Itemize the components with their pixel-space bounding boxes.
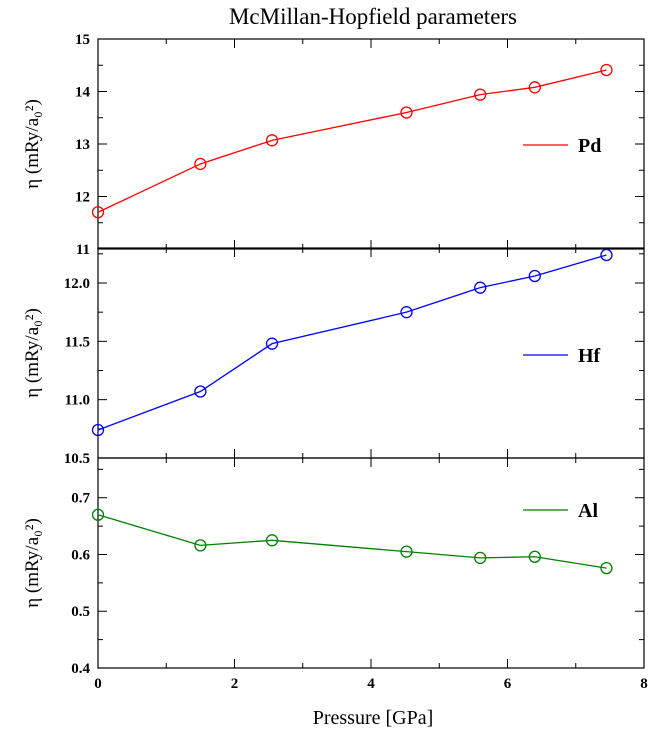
data-point — [194, 539, 207, 552]
panels: 11 12 13 14 15 η (mRy/a₀²) Pd 10.5 11.0 11.5 12.0 η… — [22, 32, 648, 692]
x-tick-label: 0 — [94, 676, 102, 692]
data-point — [194, 157, 207, 171]
chart-title: McMillan-Hopfield parameters — [229, 4, 517, 29]
x-axis-label: Pressure [GPa] — [313, 707, 434, 729]
data-point — [91, 508, 105, 521]
data-point — [600, 63, 613, 77]
y-tick-label: 14 — [75, 85, 91, 101]
plot-frame — [97, 247, 645, 459]
y-tick-label: 15 — [75, 32, 90, 48]
data-point — [265, 337, 279, 350]
plot-frame — [97, 457, 645, 669]
y-axis-label: η (mRy/a₀²) — [22, 308, 43, 398]
legend-label: Hf — [578, 345, 601, 367]
y-tick-label: 12 — [75, 190, 90, 206]
data-point — [528, 81, 541, 94]
y-tick-label: 10.5 — [64, 451, 90, 467]
legend-label: Pd — [578, 135, 601, 157]
data-point — [400, 545, 413, 558]
data-point — [400, 106, 413, 119]
data-point — [474, 551, 487, 565]
data-point — [400, 306, 413, 319]
panel-3: 0.4 0.5 0.6 0.7 η (mRy/a₀²) Al 0 2 4 6 8 — [22, 457, 648, 692]
y-tick-label: 0.6 — [71, 547, 90, 563]
data-point — [265, 134, 279, 147]
legend-label: Al — [578, 500, 598, 522]
y-tick-label: 11.5 — [65, 334, 90, 350]
x-tick-label: 6 — [504, 676, 512, 692]
y-tick-label: 0.5 — [71, 604, 90, 620]
y-tick-label: 12.0 — [64, 276, 90, 292]
y-axis-label: η (mRy/a₀²) — [22, 518, 43, 608]
data-point — [91, 206, 105, 219]
data-point — [474, 88, 487, 101]
y-tick-label: 0.4 — [71, 661, 90, 677]
y-axis-label: η (mRy/a₀²) — [22, 99, 43, 189]
data-point — [528, 269, 541, 283]
data-point — [474, 281, 487, 294]
y-tick-label: 11.0 — [65, 393, 90, 409]
y-tick-label: 11 — [76, 242, 90, 258]
y-tick-label: 13 — [75, 137, 90, 153]
data-point — [194, 385, 207, 398]
data-point — [91, 423, 105, 437]
data-point — [528, 550, 541, 563]
series-line-pd — [97, 69, 607, 213]
x-tick-label: 4 — [367, 676, 375, 692]
data-point — [600, 248, 613, 262]
plot-frame — [97, 38, 645, 250]
x-tick-label: 2 — [231, 676, 239, 692]
series-line-hf — [97, 254, 607, 431]
series-line-al — [97, 514, 607, 569]
x-tick-label: 8 — [640, 676, 648, 692]
y-tick-label: 0.7 — [71, 491, 90, 507]
panel-2: 10.5 11.0 11.5 12.0 η (mRy/a₀²) Hf — [22, 247, 645, 467]
panel-1: 11 12 13 14 15 η (mRy/a₀²) Pd — [22, 32, 645, 258]
data-point — [600, 561, 613, 575]
data-point — [265, 534, 279, 547]
